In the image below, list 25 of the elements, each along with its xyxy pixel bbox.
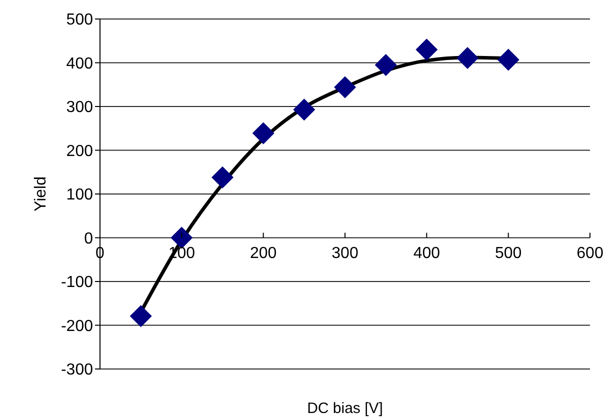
x-tick-label: 600 [576, 244, 603, 262]
y-tick-label: -100 [60, 274, 94, 292]
x-tick-label: 400 [413, 244, 440, 262]
y-tick-label: -300 [60, 362, 94, 379]
point [334, 76, 356, 98]
x-tick-label: 200 [250, 244, 277, 262]
point [374, 54, 397, 76]
point [416, 38, 438, 61]
y-tick-label: 0 [84, 230, 94, 248]
x-axis-title: DC bias [V] [307, 400, 383, 417]
point [497, 48, 520, 71]
point [293, 98, 316, 121]
point [456, 46, 478, 69]
x-tick-label: 300 [332, 244, 358, 262]
point [130, 305, 152, 328]
x-tick-label: 500 [494, 244, 522, 262]
y-tick-label: -200 [60, 318, 94, 335]
y-tick-label: 400 [66, 55, 94, 72]
y-tick-label: 100 [66, 186, 94, 204]
y-tick-label: 500 [66, 12, 94, 29]
point [212, 166, 234, 188]
y-tick-label: 300 [66, 99, 94, 116]
y-axis-title: Yield [32, 176, 50, 212]
y-tick-label: 200 [66, 142, 94, 160]
point [252, 122, 274, 144]
